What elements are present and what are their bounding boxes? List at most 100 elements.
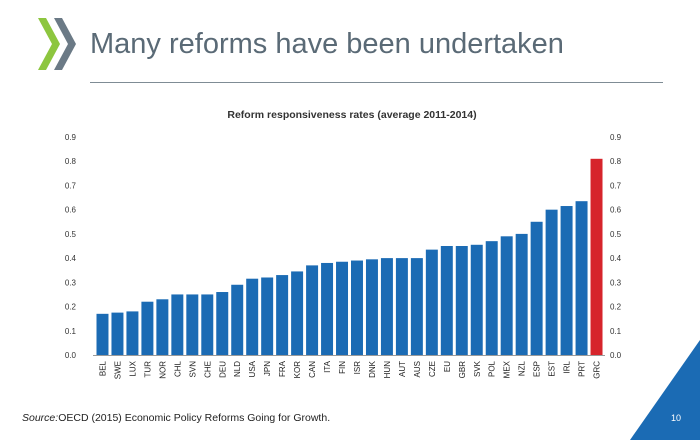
bar-irl: [560, 206, 573, 355]
bar-svn: [186, 294, 199, 355]
y-tick-label-left: 0.1: [65, 327, 77, 336]
x-tick-label: HUN: [383, 361, 392, 379]
corner-decoration: [630, 340, 700, 440]
y-tick-label-right: 0.7: [610, 181, 622, 190]
chart-title: Reform responsiveness rates (average 201…: [227, 109, 476, 121]
y-tick-label-right: 0.0: [610, 351, 622, 360]
x-tick-label: FRA: [278, 360, 287, 377]
x-tick-label: CZE: [428, 361, 437, 377]
x-tick-label: TUR: [143, 361, 152, 378]
y-tick-label-right: 0.6: [610, 206, 622, 215]
x-tick-label: AUT: [398, 361, 407, 377]
bar-bel: [96, 313, 109, 355]
oecd-logo-chevrons-icon: [38, 18, 76, 70]
x-tick-label: SVN: [188, 361, 197, 378]
bar-esp: [530, 221, 543, 355]
y-tick-label-right: 0.9: [610, 133, 622, 142]
y-tick-label-left: 0.6: [65, 206, 77, 215]
x-tick-label: ESP: [533, 361, 542, 377]
x-tick-label: GBR: [458, 361, 467, 379]
bar-can: [306, 265, 319, 355]
bar-tur: [141, 301, 154, 355]
bar-usa: [246, 278, 259, 355]
bar-nzl: [515, 233, 528, 355]
bar-aus: [410, 258, 423, 355]
x-tick-label: CHL: [173, 360, 182, 377]
x-tick-label: ITA: [323, 360, 332, 373]
x-tick-label: AUS: [413, 361, 422, 377]
corner-triangle: [630, 340, 700, 440]
x-tick-label: NLD: [233, 361, 242, 377]
bar-mex: [500, 236, 513, 355]
y-tick-label-left: 0.8: [65, 157, 77, 166]
bar-che: [201, 294, 214, 355]
y-tick-label-left: 0.7: [65, 181, 77, 190]
x-tick-label: PRT: [578, 361, 587, 377]
x-tick-label: CHE: [203, 361, 212, 378]
x-tick-label: SVK: [473, 360, 482, 377]
x-tick-label: JPN: [263, 361, 272, 376]
bar-fra: [276, 275, 289, 355]
bar-ita: [321, 262, 334, 355]
y-tick-label-right: 0.1: [610, 327, 622, 336]
x-tick-label: IRL: [563, 360, 572, 373]
title-divider: [90, 82, 663, 83]
x-tick-label: GRC: [593, 361, 602, 379]
x-tick-label: SWE: [113, 361, 122, 379]
y-tick-label-right: 0.5: [610, 230, 622, 239]
x-tick-label: EST: [548, 361, 557, 377]
y-tick-label-left: 0.9: [65, 133, 77, 142]
source-text: OECD (2015) Economic Policy Reforms Goin…: [58, 412, 331, 424]
bar-est: [545, 209, 558, 355]
x-tick-label: CAN: [308, 361, 317, 378]
x-tick-label: LUX: [128, 360, 137, 376]
bar-gbr: [455, 246, 468, 355]
y-tick-label-left: 0.3: [65, 278, 77, 287]
bar-fin: [336, 261, 349, 355]
y-tick-label-left: 0.2: [65, 303, 77, 312]
page-number: 10: [671, 413, 682, 423]
x-tick-label: NZL: [518, 360, 527, 376]
bar-lux: [126, 311, 139, 355]
x-tick-label: NOR: [158, 361, 167, 379]
bar-svk: [470, 244, 483, 355]
x-tick-label: DNK: [368, 360, 377, 378]
y-tick-label-right: 0.2: [610, 303, 622, 312]
x-tick-label: POL: [488, 360, 497, 377]
x-axis-labels: BEL SWE LUX TUR NOR CHL SVN CHE DEU NLD USA JPN FRA K…: [98, 360, 601, 379]
bar-aut: [395, 258, 408, 355]
x-tick-label: BEL: [98, 360, 107, 376]
bar-swe: [111, 312, 124, 355]
bar-pol: [485, 241, 498, 355]
bar-jpn: [261, 277, 274, 355]
bar-hun: [380, 258, 393, 355]
bar-grc: [590, 158, 603, 355]
y-tick-label-left: 0.5: [65, 230, 77, 239]
x-tick-label: DEU: [218, 361, 227, 378]
right-axis-ticks: 0.0 0.1 0.2 0.3 0.4 0.5 0.6 0.7 0.8 0.9: [610, 133, 622, 360]
logo-chevron-grey: [54, 18, 76, 70]
logo-chevron-green: [38, 18, 60, 70]
y-tick-label-right: 0.8: [610, 157, 622, 166]
bar-isr: [351, 260, 363, 355]
bar-eu: [440, 246, 453, 355]
bar-nor: [156, 299, 169, 355]
source-note: Source:OECD (2015) Economic Policy Refor…: [22, 412, 330, 424]
x-tick-label: EU: [443, 361, 452, 372]
left-axis-ticks: 0.0 0.1 0.2 0.3 0.4 0.5 0.6 0.7 0.8 0.9: [65, 133, 77, 360]
bar-dnk: [365, 259, 378, 355]
x-tick-label: FIN: [338, 361, 347, 374]
source-label: Source:: [22, 412, 59, 424]
bar-series: [96, 158, 603, 355]
x-tick-label: MEX: [503, 360, 512, 378]
y-tick-label-right: 0.3: [610, 278, 622, 287]
bar-chl: [171, 294, 184, 355]
x-tick-label: ISR: [353, 361, 362, 375]
bar-deu: [216, 292, 229, 355]
y-tick-label-left: 0.0: [65, 351, 77, 360]
bar-nld: [231, 284, 244, 355]
x-tick-label: USA: [248, 360, 257, 377]
bar-cze: [425, 249, 438, 355]
y-tick-label-right: 0.4: [610, 254, 622, 263]
